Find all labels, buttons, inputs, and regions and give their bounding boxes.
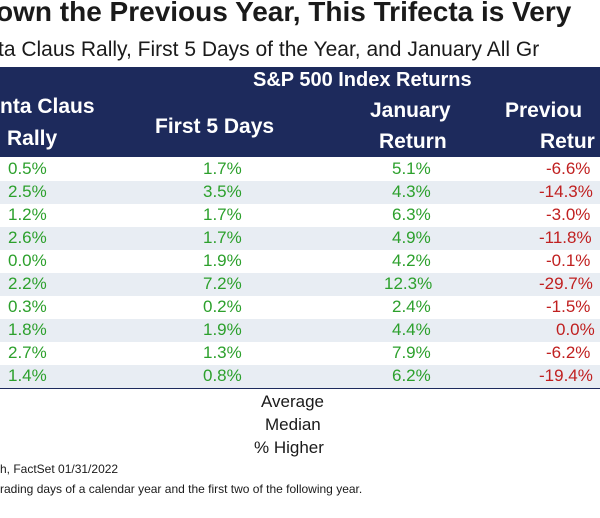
cell-santa: 2.2% (8, 274, 47, 293)
cell-first5: 1.7% (203, 205, 242, 224)
cell-santa: 0.0% (8, 251, 47, 270)
table-row: 0.3% 0.2% 2.4% -1.5% (0, 296, 600, 319)
definition-note: rading days of a calendar year and the f… (0, 482, 363, 496)
cell-santa: 2.5% (8, 182, 47, 201)
median-label: Median (265, 415, 321, 434)
cell-january: 4.3% (392, 182, 431, 201)
cell-first5: 3.5% (203, 182, 242, 201)
source-note: h, FactSet 01/31/2022 (0, 462, 119, 476)
cell-january: 4.9% (392, 228, 431, 247)
cell-first5: 7.2% (203, 274, 242, 293)
col-first5: First 5 Days (155, 115, 275, 138)
table-row: 2.6% 1.7% 4.9% -11.8% (0, 227, 600, 250)
cell-first5: 1.7% (203, 228, 242, 247)
summary-row-average: Average (0, 391, 600, 414)
col-jan-line1: January (370, 99, 451, 122)
cell-january: 6.3% (392, 205, 431, 224)
summary-row-pct-higher: % Higher (0, 437, 600, 460)
cell-previous: -0.1% (546, 251, 591, 270)
cell-previous: -11.8% (539, 228, 592, 247)
group-header: S&P 500 Index Returns (253, 69, 472, 91)
cell-santa: 1.2% (8, 205, 47, 224)
cell-january: 5.1% (392, 159, 431, 178)
cell-previous: -1.5% (546, 297, 591, 316)
cell-previous: -3.0% (546, 205, 591, 224)
average-label: Average (261, 392, 325, 411)
col-jan-line2: Return (379, 130, 447, 153)
returns-table: 0.5% 1.7% 5.1% -6.6% 2.5% 3.5% 4.3% -14.… (0, 158, 600, 388)
table-divider (0, 388, 600, 389)
table-row: 1.8% 1.9% 4.4% 0.0% (0, 319, 600, 342)
col-prev-line1: Previou (505, 99, 583, 122)
summary-row-median: Median (0, 414, 600, 437)
col-prev-line2: Retur (540, 130, 595, 153)
cell-santa: 2.7% (8, 343, 47, 362)
cell-first5: 1.3% (203, 343, 242, 362)
cell-previous: -19.4% (539, 366, 593, 385)
table-row: 2.2% 7.2% 12.3% -29.7% (0, 273, 600, 296)
cell-first5: 1.7% (203, 159, 242, 178)
table-row: 2.7% 1.3% 7.9% -6.2% (0, 342, 600, 365)
table-row: 1.2% 1.7% 6.3% -3.0% (0, 204, 600, 227)
cell-january: 7.9% (392, 343, 431, 362)
cell-santa: 0.5% (8, 159, 47, 178)
cell-january: 4.4% (392, 320, 431, 339)
table-row: 2.5% 3.5% 4.3% -14.3% (0, 181, 600, 204)
cell-first5: 0.2% (203, 297, 242, 316)
cell-previous: 0.0% (556, 320, 595, 339)
cell-january: 12.3% (384, 274, 433, 293)
cell-january: 2.4% (392, 297, 431, 316)
cell-santa: 0.3% (8, 297, 47, 316)
cell-previous: -29.7% (539, 274, 593, 293)
cell-january: 4.2% (392, 251, 431, 270)
table-header: S&P 500 Index Returns nta Claus Rally Fi… (0, 67, 600, 157)
cell-santa: 1.8% (8, 320, 47, 339)
cell-first5: 1.9% (203, 320, 242, 339)
page-subtitle: ta Claus Rally, First 5 Days of the Year… (0, 38, 540, 61)
cell-santa: 1.4% (8, 366, 47, 385)
table-row: 0.5% 1.7% 5.1% -6.6% (0, 158, 600, 181)
cell-previous: -14.3% (539, 182, 593, 201)
cell-first5: 1.9% (203, 251, 242, 270)
col-santa-line1: nta Claus (0, 95, 95, 118)
col-santa-line2: Rally (7, 127, 58, 150)
pct-higher-label: % Higher (254, 438, 324, 457)
cell-previous: -6.6% (546, 159, 591, 178)
table-row: 1.4% 0.8% 6.2% -19.4% (0, 365, 600, 388)
table-row: 0.0% 1.9% 4.2% -0.1% (0, 250, 600, 273)
cell-santa: 2.6% (8, 228, 47, 247)
cell-previous: -6.2% (546, 343, 591, 362)
cell-january: 6.2% (392, 366, 431, 385)
page-title: own the Previous Year, This Trifecta is … (0, 0, 572, 27)
cell-first5: 0.8% (203, 366, 242, 385)
